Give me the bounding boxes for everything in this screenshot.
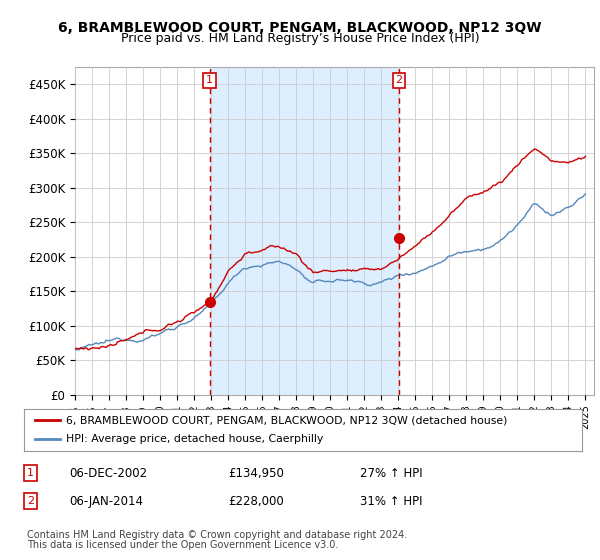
Text: Contains HM Land Registry data © Crown copyright and database right 2024.: Contains HM Land Registry data © Crown c… (27, 530, 407, 540)
Text: 1: 1 (27, 468, 34, 478)
Text: This data is licensed under the Open Government Licence v3.0.: This data is licensed under the Open Gov… (27, 540, 338, 550)
Text: 31% ↑ HPI: 31% ↑ HPI (360, 494, 422, 508)
Text: 06-DEC-2002: 06-DEC-2002 (69, 466, 147, 480)
Text: 06-JAN-2014: 06-JAN-2014 (69, 494, 143, 508)
Text: 6, BRAMBLEWOOD COURT, PENGAM, BLACKWOOD, NP12 3QW (detached house): 6, BRAMBLEWOOD COURT, PENGAM, BLACKWOOD,… (66, 415, 507, 425)
Text: £134,950: £134,950 (228, 466, 284, 480)
Text: 6, BRAMBLEWOOD COURT, PENGAM, BLACKWOOD, NP12 3QW: 6, BRAMBLEWOOD COURT, PENGAM, BLACKWOOD,… (58, 21, 542, 35)
Bar (210, 67, 399, 395)
Text: 2: 2 (395, 75, 403, 85)
Text: 27% ↑ HPI: 27% ↑ HPI (360, 466, 422, 480)
Text: Price paid vs. HM Land Registry’s House Price Index (HPI): Price paid vs. HM Land Registry’s House … (121, 32, 479, 45)
Text: HPI: Average price, detached house, Caerphilly: HPI: Average price, detached house, Caer… (66, 435, 323, 445)
Text: 2: 2 (27, 496, 34, 506)
Text: £228,000: £228,000 (228, 494, 284, 508)
Text: 1: 1 (206, 75, 213, 85)
